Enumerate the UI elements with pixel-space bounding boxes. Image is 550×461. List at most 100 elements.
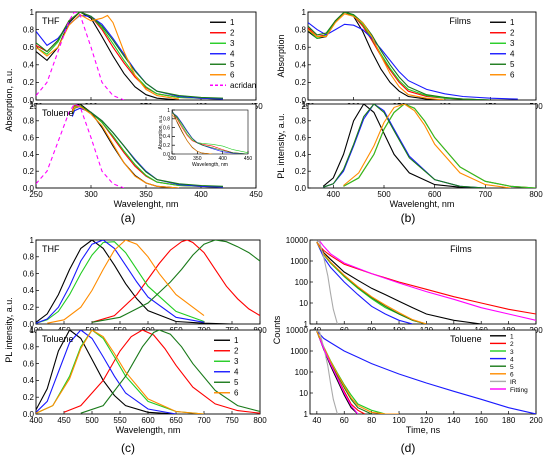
chart-title: THF (42, 244, 60, 254)
legend-label-1: 1 (230, 18, 235, 27)
y-tick-label: 0.8 (23, 343, 35, 352)
series-line-6 (47, 240, 205, 324)
y-tick-label: 0.2 (163, 143, 170, 149)
y-tick-label: 0.2 (295, 78, 307, 87)
y-tick-label: 0.2 (295, 167, 307, 176)
legend-label-4: 4 (510, 50, 515, 59)
x-axis-label: Wavelength, nm (116, 425, 181, 435)
legend-label-6: 6 (510, 71, 515, 80)
y-tick-label: 0.6 (23, 133, 35, 142)
legend-label-2: 2 (230, 29, 235, 38)
panel-label-d: (d) (401, 441, 416, 455)
x-tick-label: 700 (197, 416, 211, 425)
series-line-5 (172, 111, 248, 154)
legend-label-2: 2 (234, 347, 239, 356)
y-tick-label: 0.2 (23, 78, 35, 87)
x-tick-label: 400 (218, 156, 227, 162)
x-tick-label: 650 (169, 416, 183, 425)
x-tick-label: 500 (377, 190, 391, 199)
x-tick-label: 800 (529, 190, 543, 199)
plot-frame (307, 11, 537, 101)
plot-frame (35, 239, 261, 325)
series-line-5 (308, 12, 491, 100)
y-tick-label: 10000 (286, 326, 309, 335)
y-tick-label: 1 (30, 100, 35, 109)
x-tick-label: 160 (475, 416, 489, 425)
y-tick-label: 0.0 (23, 96, 35, 105)
series-line-6 (343, 104, 511, 188)
y-tick-label: 0.4 (295, 61, 307, 70)
legend-label-4: 4 (510, 356, 514, 363)
legend-label-5: 5 (230, 60, 235, 69)
y-tick-label: 0.2 (23, 167, 35, 176)
y-tick-label: 1 (30, 236, 35, 245)
chart-title: THF (42, 16, 60, 26)
chart-b-bottom: 400 500 600 700 800 0.0 0.2 0.4 0.6 0.8 1 Wavelengh… (276, 100, 543, 209)
y-tick-label: 1 (304, 320, 309, 329)
chart-d-bottom: 40 60 80 100 120 140 160 180 200 1 10 100 1000 10000 T… (286, 326, 543, 435)
panel-label-b: (b) (401, 211, 416, 225)
y-tick-label: 100 (295, 368, 309, 377)
x-tick-label: 550 (113, 416, 127, 425)
x-tick-label: 600 (428, 190, 442, 199)
y-tick-label: 0.4 (163, 134, 170, 140)
chart-a-bottom-inset: 300 350 400 450 0.0 0.2 0.4 0.6 0.8 1 Wavelength, … (158, 108, 252, 168)
series-line-6 (71, 105, 180, 188)
series-line-4 (172, 111, 248, 154)
chart-c-top: 4004505005506006507007508000.00.20.40.60… (4, 236, 267, 363)
chart-d-top: 406080100120140160180200110100100010000F… (272, 236, 543, 344)
x-axis-label: Time, ns (406, 425, 441, 435)
y-tick-label: 0.6 (295, 43, 307, 52)
legend-label-3: 3 (510, 39, 515, 48)
legend-label-5: 5 (234, 378, 239, 387)
series-line-IR (316, 240, 338, 324)
y-tick-label: 0.4 (23, 150, 35, 159)
y-tick-label: 1 (30, 326, 35, 335)
y-tick-label: 0.4 (23, 376, 35, 385)
y-tick-label: 10 (299, 389, 308, 398)
y-axis-label: Absorption, a.u. (158, 114, 164, 149)
series-line-6 (308, 13, 445, 100)
legend-label-6: 6 (510, 372, 514, 379)
series-line-4 (308, 22, 518, 100)
series-line-6 (36, 13, 180, 100)
y-tick-label: 0.6 (23, 269, 35, 278)
x-tick-label: 450 (249, 190, 263, 199)
chart-c-bottom: 400 450 500 550 600 650 700 750 800 0.0 0.2 0.4 0.6 0… (23, 326, 267, 435)
legend: 1 23 45 6 (490, 18, 515, 80)
y-tick-label: 1 (302, 100, 307, 109)
x-tick-label: 350 (139, 190, 153, 199)
y-tick-label: 0.6 (23, 43, 35, 52)
series-line-1 (36, 240, 233, 324)
y-tick-label: 0.6 (295, 133, 307, 142)
y-tick-label: 1 (167, 108, 170, 114)
y-tick-label: 0.8 (23, 117, 35, 126)
x-tick-label: 750 (225, 416, 239, 425)
series-line-4 (316, 330, 536, 414)
y-tick-label: 0.0 (23, 410, 35, 419)
y-tick-label: 0.8 (23, 253, 35, 262)
legend-label-3: 3 (230, 39, 235, 48)
legend-label-2: 2 (510, 341, 514, 348)
series-line-5 (36, 12, 224, 99)
x-tick-label: 300 (84, 190, 98, 199)
x-tick-label: 400 (194, 190, 208, 199)
x-tick-label: 300 (168, 156, 177, 162)
y-tick-label: 100 (295, 278, 309, 287)
y-tick-label: 0.0 (295, 96, 307, 105)
series-line-acridan (36, 12, 125, 100)
y-tick-label: 0.0 (23, 320, 35, 329)
legend-label-2: 2 (510, 29, 515, 38)
chart-title: Toluene (42, 334, 74, 344)
legend-label-1: 1 (510, 334, 514, 341)
y-tick-label: 0.8 (163, 117, 170, 123)
legend-label-6: 6 (230, 71, 235, 80)
legend-label-6: 6 (234, 389, 239, 398)
panel-label-c: (c) (121, 441, 135, 455)
y-tick-label: 1000 (290, 257, 308, 266)
chart-b-top: 2503003504004505000.00.20.40.60.81FilmsA… (276, 8, 543, 111)
y-tick-label: 0.2 (23, 393, 35, 402)
